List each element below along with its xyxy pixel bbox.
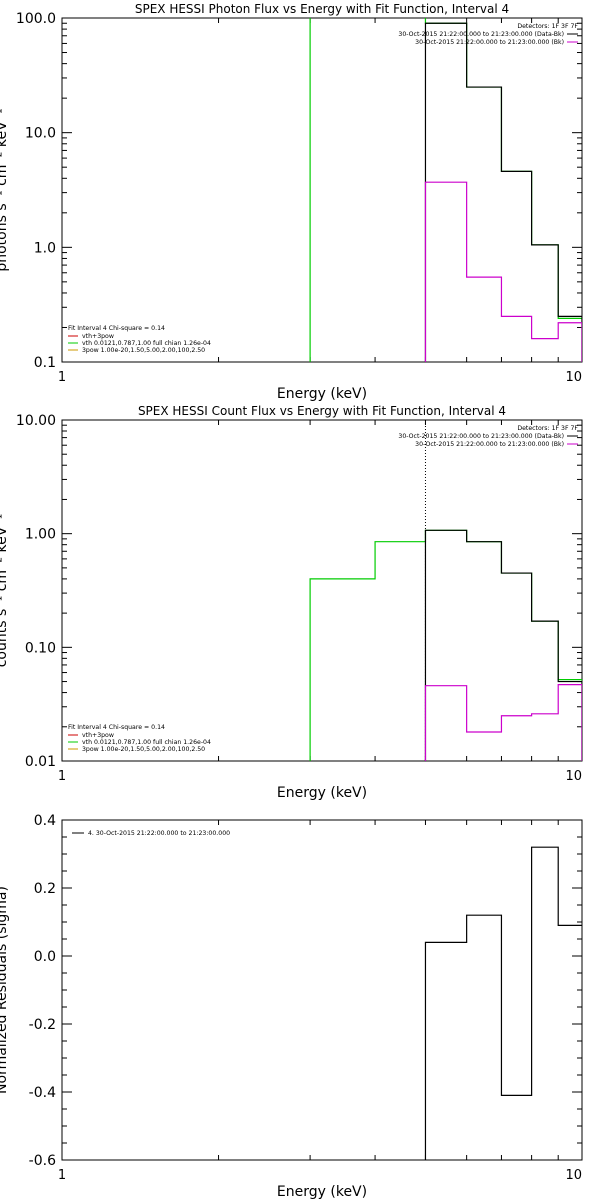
y-tick-label: 0.4 xyxy=(34,813,56,829)
legend-left-header: Fit Interval 4 Chi-square = 0.14 xyxy=(68,325,165,332)
y-tick-label: 0.1 xyxy=(34,355,56,371)
legend-left-text: 4. 30-Oct-2015 21:22:00.000 to 21:23:00.… xyxy=(88,830,230,837)
chart-title: SPEX HESSI Photon Flux vs Energy with Fi… xyxy=(135,2,509,16)
legend-right-text: Detectors: 1F 3F 7F xyxy=(517,23,578,30)
y-tick-label: 1.0 xyxy=(34,240,56,256)
plot-area xyxy=(424,846,582,1160)
x-tick-label: 10 xyxy=(565,769,582,784)
legend-left-text: vth+3pow xyxy=(82,333,114,340)
legend-left-text: 3pow 1.00e-20,1.50,5.00,2.00,100,2.50 xyxy=(82,347,205,354)
legend-left-text: vth 0.0121,0.787,1.00 full chian 1.26e-0… xyxy=(82,739,211,746)
legend-right-text: 30-Oct-2015 21:22:00.000 to 21:23:00.000… xyxy=(415,441,564,448)
plot-area xyxy=(309,18,582,362)
x-tick-label: 10 xyxy=(565,1168,582,1183)
x-tick-label: 1 xyxy=(58,1168,66,1183)
chart-1: SPEX HESSI Photon Flux vs Energy with Fi… xyxy=(0,2,583,402)
chart-3: 1 10 Energy (keV) -0.6 -0.4 -0.2 0.0 0.2 0.4 Norm… xyxy=(0,813,583,1200)
x-axis-label: Energy (keV) xyxy=(277,1184,367,1200)
plot-area xyxy=(309,420,582,761)
y-tick-label: -0.6 xyxy=(29,1153,56,1169)
legend-right-text: 30-Oct-2015 21:22:00.000 to 21:23:00.000… xyxy=(398,433,564,440)
x-tick-label: 1 xyxy=(58,769,66,784)
y-tick-label: 1.00 xyxy=(25,527,56,543)
series-2-steps xyxy=(424,529,582,761)
legend-left-text: vth+3pow xyxy=(82,732,114,739)
y-axis-label: Normalized Residuals (sigma) xyxy=(0,886,10,1094)
series-1-steps xyxy=(424,846,582,1160)
x-tick-label: 1 xyxy=(58,370,66,385)
series-3-steps xyxy=(424,684,582,761)
legend-left-text: 3pow 1.00e-20,1.50,5.00,2.00,100,2.50 xyxy=(82,746,205,753)
plot-frame xyxy=(61,419,583,762)
plot-frame xyxy=(61,17,583,363)
y-axis-label: photons s⁻¹ cm⁻² keV⁻¹ xyxy=(0,108,10,271)
y-tick-label: 0.0 xyxy=(34,949,56,965)
chart-title: SPEX HESSI Count Flux vs Energy with Fit… xyxy=(138,404,506,418)
x-tick-label: 10 xyxy=(565,370,582,385)
legend-right-text: 30-Oct-2015 21:22:00.000 to 21:23:00.000… xyxy=(398,31,564,38)
chart-2: SPEX HESSI Count Flux vs Energy with Fit… xyxy=(0,404,583,801)
legend-left-text: vth 0.0121,0.787,1.00 full chian 1.26e-0… xyxy=(82,340,211,347)
legend-right-text: 30-Oct-2015 21:22:00.000 to 21:23:00.000… xyxy=(415,39,564,46)
y-tick-label: -0.2 xyxy=(29,1017,56,1033)
y-tick-label: 0.2 xyxy=(34,881,56,897)
y-tick-label: -0.4 xyxy=(29,1085,56,1101)
y-tick-label: 0.10 xyxy=(25,640,56,656)
y-axis-label: counts s⁻¹ cm⁻² keV⁻¹ xyxy=(0,514,10,668)
legend-right-text: Detectors: 1F 3F 7F xyxy=(517,425,578,432)
y-tick-label: 10.0 xyxy=(25,126,56,142)
x-axis-label: Energy (keV) xyxy=(277,785,367,801)
x-axis-label: Energy (keV) xyxy=(277,386,367,402)
series-3-steps xyxy=(424,181,582,362)
y-tick-label: 10.00 xyxy=(16,413,56,429)
legend-left-header: Fit Interval 4 Chi-square = 0.14 xyxy=(68,724,165,731)
y-tick-label: 0.01 xyxy=(25,754,56,770)
y-tick-label: 100.0 xyxy=(16,11,56,27)
series-2-steps xyxy=(424,22,582,362)
